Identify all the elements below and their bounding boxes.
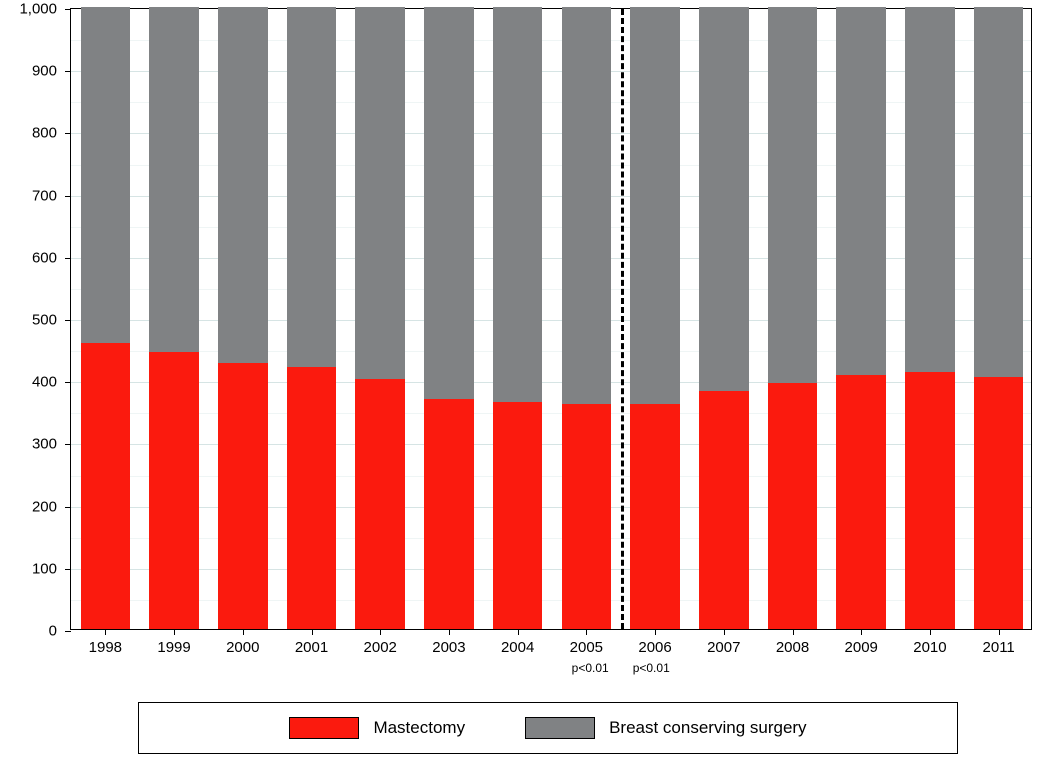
bar-segment bbox=[974, 377, 1023, 629]
x-tick-mark bbox=[105, 629, 106, 635]
bar-segment bbox=[493, 7, 542, 402]
bar bbox=[974, 7, 1023, 629]
x-tick-mark bbox=[586, 629, 587, 635]
bar bbox=[355, 7, 404, 629]
y-tick-mark bbox=[65, 507, 71, 508]
chart-container: 01002003004005006007008009001,0001998199… bbox=[0, 0, 1050, 770]
gridline bbox=[71, 320, 1031, 321]
bar-segment bbox=[424, 399, 473, 629]
p-value-annotation: p<0.01 bbox=[633, 661, 670, 675]
bar-segment bbox=[836, 375, 885, 629]
bar-segment bbox=[218, 7, 267, 363]
bar-segment bbox=[81, 343, 130, 629]
x-tick-mark bbox=[380, 629, 381, 635]
gridline bbox=[71, 600, 1031, 601]
bar-segment bbox=[699, 7, 748, 391]
bar bbox=[562, 7, 611, 629]
bar bbox=[424, 7, 473, 629]
bar bbox=[905, 7, 954, 629]
bar-segment bbox=[630, 404, 679, 629]
bar-segment bbox=[424, 7, 473, 399]
x-tick-mark bbox=[518, 629, 519, 635]
legend-item: Breast conserving surgery bbox=[525, 717, 806, 739]
bar-segment bbox=[905, 372, 954, 629]
gridline bbox=[71, 165, 1031, 166]
y-tick-mark bbox=[65, 569, 71, 570]
bar bbox=[630, 7, 679, 629]
bar-segment bbox=[562, 7, 611, 404]
gridline bbox=[71, 71, 1031, 72]
x-tick-mark bbox=[861, 629, 862, 635]
bar-segment bbox=[836, 7, 885, 375]
x-tick-mark bbox=[312, 629, 313, 635]
bar bbox=[149, 7, 198, 629]
bar bbox=[836, 7, 885, 629]
y-tick-mark bbox=[65, 71, 71, 72]
y-tick-mark bbox=[65, 258, 71, 259]
gridline bbox=[71, 40, 1031, 41]
gridline bbox=[71, 444, 1031, 445]
bar-segment bbox=[81, 7, 130, 343]
gridline bbox=[71, 507, 1031, 508]
bar-segment bbox=[768, 383, 817, 629]
bar-segment bbox=[355, 379, 404, 629]
legend-label: Breast conserving surgery bbox=[609, 718, 806, 738]
plot-area: 01002003004005006007008009001,0001998199… bbox=[70, 8, 1032, 630]
y-tick-mark bbox=[65, 631, 71, 632]
legend-swatch bbox=[289, 717, 359, 739]
y-tick-mark bbox=[65, 133, 71, 134]
y-tick-label: 1,000 bbox=[19, 1, 71, 18]
x-tick-mark bbox=[243, 629, 244, 635]
gridline bbox=[71, 227, 1031, 228]
x-tick-mark bbox=[930, 629, 931, 635]
bar-segment bbox=[630, 7, 679, 404]
bar bbox=[699, 7, 748, 629]
bar-segment bbox=[974, 7, 1023, 377]
gridline bbox=[71, 476, 1031, 477]
bar-segment bbox=[768, 7, 817, 383]
bar bbox=[768, 7, 817, 629]
y-tick-mark bbox=[65, 196, 71, 197]
y-tick-mark bbox=[65, 382, 71, 383]
x-tick-mark bbox=[174, 629, 175, 635]
gridline bbox=[71, 133, 1031, 134]
bar-segment bbox=[355, 7, 404, 379]
x-tick-mark bbox=[999, 629, 1000, 635]
gridline bbox=[71, 538, 1031, 539]
legend-swatch bbox=[525, 717, 595, 739]
bar-segment bbox=[493, 402, 542, 629]
bar-segment bbox=[149, 352, 198, 629]
gridline bbox=[71, 196, 1031, 197]
x-tick-mark bbox=[793, 629, 794, 635]
x-tick-mark bbox=[449, 629, 450, 635]
x-tick-mark bbox=[724, 629, 725, 635]
bar-segment bbox=[149, 7, 198, 352]
gridline bbox=[71, 258, 1031, 259]
gridline bbox=[71, 413, 1031, 414]
bar-segment bbox=[562, 404, 611, 629]
bar bbox=[218, 7, 267, 629]
bar-segment bbox=[287, 7, 336, 367]
gridline bbox=[71, 382, 1031, 383]
p-value-annotation: p<0.01 bbox=[572, 661, 609, 675]
divider-line bbox=[621, 9, 624, 629]
gridline bbox=[71, 351, 1031, 352]
bar-segment bbox=[287, 367, 336, 629]
y-tick-mark bbox=[65, 444, 71, 445]
bar-segment bbox=[218, 363, 267, 629]
legend: Mastectomy Breast conserving surgery bbox=[138, 702, 958, 754]
legend-item: Mastectomy bbox=[289, 717, 465, 739]
y-tick-mark bbox=[65, 9, 71, 10]
gridline bbox=[71, 289, 1031, 290]
bar-segment bbox=[699, 391, 748, 629]
y-tick-mark bbox=[65, 320, 71, 321]
bar-segment bbox=[905, 7, 954, 372]
legend-label: Mastectomy bbox=[373, 718, 465, 738]
x-tick-mark bbox=[655, 629, 656, 635]
bar bbox=[493, 7, 542, 629]
bar bbox=[287, 7, 336, 629]
gridline bbox=[71, 102, 1031, 103]
gridline bbox=[71, 569, 1031, 570]
bar bbox=[81, 7, 130, 629]
